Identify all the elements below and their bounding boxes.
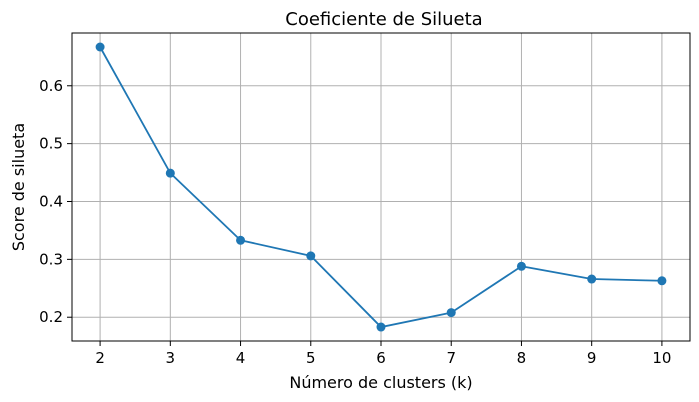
data-point-k4 xyxy=(236,235,246,245)
plot-frame xyxy=(71,32,691,342)
y-axis-label: Score de silueta xyxy=(9,123,28,251)
data-point-k7 xyxy=(446,308,456,318)
y-tick-label: 0.2 xyxy=(39,308,63,326)
x-tick-label: 9 xyxy=(587,349,597,367)
x-axis-label: Número de clusters (k) xyxy=(289,373,472,392)
x-tick-label: 7 xyxy=(446,349,456,367)
chart-title: Coeficiente de Silueta xyxy=(285,9,482,30)
data-point-k6 xyxy=(376,322,386,332)
x-tick-label: 6 xyxy=(376,349,386,367)
x-tick-label: 3 xyxy=(166,349,176,367)
y-tick-label: 0.3 xyxy=(39,250,63,268)
y-tick-label: 0.6 xyxy=(39,77,63,95)
x-tick-label: 8 xyxy=(517,349,527,367)
x-tick-label: 5 xyxy=(306,349,316,367)
data-point-k2 xyxy=(95,42,105,52)
data-point-k10 xyxy=(657,276,667,286)
y-tick-label: 0.5 xyxy=(39,135,63,153)
x-tick-label: 4 xyxy=(236,349,246,367)
y-tick-label: 0.4 xyxy=(39,192,63,210)
grid-lines xyxy=(72,33,690,341)
x-tick-label: 2 xyxy=(95,349,105,367)
series-layer xyxy=(95,42,667,332)
axis-ticks: 2 3 4 5 6 7 8 9 10 0.2 0.3 0.4 0.5 0.6 xyxy=(39,77,671,367)
data-point-k3 xyxy=(165,168,175,178)
data-point-k8 xyxy=(516,261,526,271)
x-tick-label: 10 xyxy=(652,349,671,367)
data-point-k5 xyxy=(306,251,316,261)
data-point-k9 xyxy=(587,274,597,284)
